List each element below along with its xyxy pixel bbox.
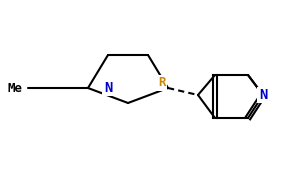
Text: Me: Me (8, 81, 23, 94)
Text: N: N (259, 88, 267, 102)
Text: R: R (158, 77, 166, 90)
Text: N: N (104, 81, 112, 95)
